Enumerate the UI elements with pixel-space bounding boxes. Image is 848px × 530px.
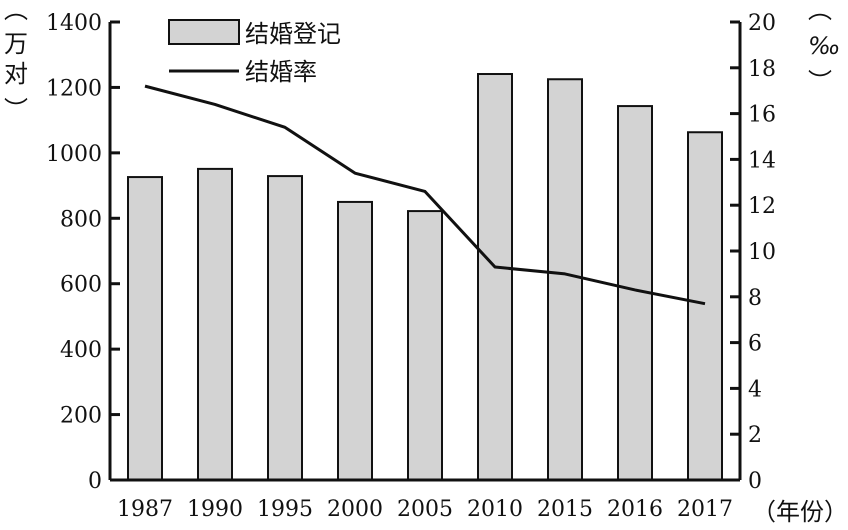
- left-tick-label: 600: [60, 273, 102, 298]
- bars: [127, 73, 723, 482]
- bar-1995: [267, 175, 303, 481]
- x-tick-label: 1990: [187, 497, 243, 522]
- left-axis-label-char: 万: [4, 30, 28, 58]
- left-tick-label: 400: [60, 338, 102, 363]
- left-tick-label: 800: [60, 207, 102, 232]
- left-tick-label: 200: [60, 404, 102, 429]
- right-tick-label: 18: [748, 57, 776, 82]
- left-axis-label: ︵ 万 对 ︶: [4, 0, 28, 124]
- right-tick-label: 16: [748, 103, 776, 128]
- left-tick-label: 1000: [46, 142, 102, 167]
- right-axis-label-text: ‰: [808, 32, 840, 60]
- right-tick-label: 12: [748, 194, 776, 219]
- right-tick-label: 10: [748, 240, 776, 265]
- right-axis-label: ︵ ‰ ︶: [808, 0, 840, 96]
- left-axis-label-char: 对: [4, 60, 28, 88]
- left-tick-label: 0: [88, 469, 102, 494]
- right-tick-label: 0: [748, 469, 762, 494]
- right-tick-label: 14: [748, 148, 776, 173]
- x-tick-label: 2010: [467, 497, 523, 522]
- x-tick-label: 1995: [257, 497, 313, 522]
- left-axis-bracket-open: ︵: [4, 0, 28, 24]
- bar-2015: [547, 78, 583, 481]
- legend: 结婚登记 结婚率: [168, 19, 341, 86]
- x-tick-label: 2015: [537, 497, 593, 522]
- bar-2005: [407, 210, 443, 482]
- right-tick-label: 8: [748, 286, 762, 311]
- line-series: [144, 84, 706, 306]
- right-axis-bracket-open: ︵: [808, 0, 832, 24]
- left-tick-label: 1400: [46, 11, 102, 36]
- right-tick-label: 2: [748, 423, 762, 448]
- legend-swatch-bar: [168, 19, 240, 45]
- bar-1990: [197, 167, 233, 481]
- right-axis-bracket-close: ︶: [808, 68, 832, 96]
- axes: 1987 1990 1995 2000 2005 2010 2015 2016 20170200…: [46, 11, 776, 522]
- bar-2000: [337, 200, 373, 482]
- bar-2017: [687, 131, 723, 482]
- left-tick-label: 1200: [46, 76, 102, 101]
- right-tick-label: 4: [748, 377, 762, 402]
- x-tick-label: 2016: [607, 497, 663, 522]
- legend-label-line: 结婚率: [245, 58, 317, 86]
- x-axis-label: （年份）: [752, 498, 848, 526]
- x-tick-label: 2005: [397, 497, 453, 522]
- x-tick-label: 2017: [677, 497, 733, 522]
- right-tick-label: 20: [748, 11, 776, 36]
- bar-1987: [127, 176, 163, 482]
- x-tick-label: 1987: [117, 497, 173, 522]
- right-tick-label: 6: [748, 332, 762, 357]
- left-axis-bracket-close: ︶: [4, 96, 28, 124]
- bar-2010: [477, 73, 513, 481]
- legend-label-bar: 结婚登记: [245, 20, 341, 48]
- x-tick-label: 2000: [327, 497, 383, 522]
